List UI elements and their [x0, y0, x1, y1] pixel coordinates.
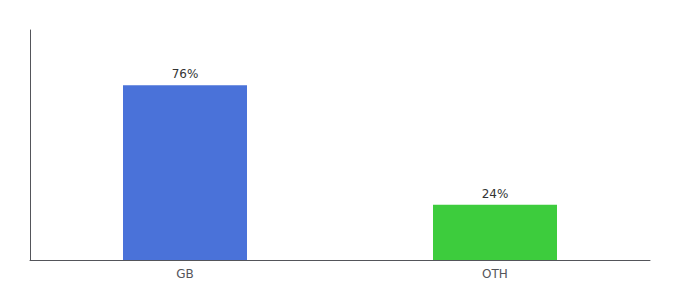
- svg-text:OTH: OTH: [482, 267, 508, 281]
- svg-text:GB: GB: [176, 267, 194, 281]
- svg-text:76%: 76%: [172, 67, 199, 81]
- svg-text:24%: 24%: [482, 187, 509, 201]
